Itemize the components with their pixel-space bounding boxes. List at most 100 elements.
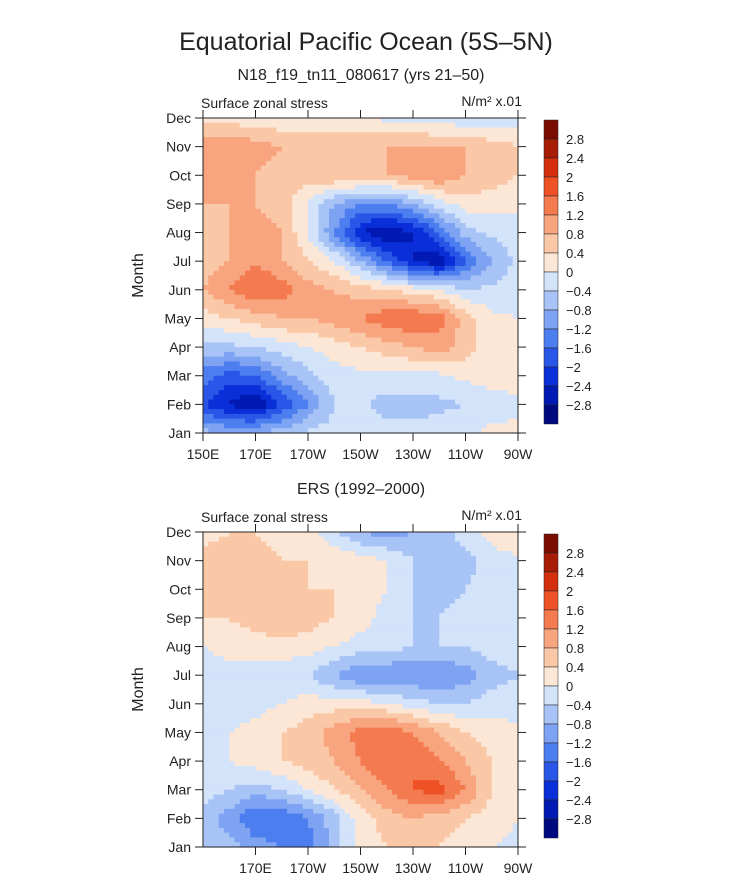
heatmap-cell	[313, 218, 320, 224]
heatmap-cell	[428, 180, 435, 186]
heatmap-cell	[402, 246, 409, 253]
heatmap-cell	[318, 180, 325, 186]
heatmap-cell	[355, 390, 362, 396]
heatmap-cell	[486, 280, 493, 286]
heatmap-cell	[224, 256, 230, 262]
heatmap-cell	[407, 532, 414, 538]
heatmap-cell	[449, 351, 456, 358]
heatmap-cell	[470, 579, 477, 586]
heatmap-cell	[323, 570, 330, 576]
heatmap-cell	[350, 122, 356, 129]
heatmap-cell	[423, 165, 430, 172]
heatmap-cell	[465, 146, 472, 153]
heatmap-cell	[329, 361, 335, 367]
heatmap-cell	[297, 160, 304, 167]
heatmap-cell	[334, 366, 341, 372]
heatmap-cell	[497, 218, 503, 224]
heatmap-cell	[365, 579, 372, 586]
heatmap-cell	[365, 151, 372, 157]
heatmap-cell	[287, 194, 293, 200]
heatmap-cell	[276, 208, 283, 215]
heatmap-cell	[512, 598, 519, 605]
heatmap-cell	[481, 570, 488, 576]
heatmap-cell	[497, 356, 503, 363]
heatmap-cell	[491, 555, 498, 562]
heatmap-cell	[234, 565, 241, 571]
heatmap-cell	[302, 223, 309, 229]
heatmap-cell	[339, 541, 346, 547]
heatmap-cell	[255, 242, 262, 248]
heatmap-cell	[392, 232, 398, 238]
heatmap-cell	[255, 280, 262, 286]
heatmap-cell	[266, 141, 272, 148]
heatmap-cell	[402, 308, 409, 315]
heatmap-cell	[329, 546, 335, 552]
heatmap-cell	[470, 184, 477, 191]
heatmap-cell	[470, 141, 477, 148]
heatmap-cell	[413, 565, 419, 571]
heatmap-cell	[381, 146, 388, 153]
heatmap-cell	[334, 184, 341, 191]
heatmap-cell	[260, 280, 267, 286]
heatmap-cell	[239, 165, 246, 172]
heatmap-cell	[208, 404, 215, 410]
heatmap-cell	[497, 118, 503, 124]
heatmap-cell	[271, 532, 278, 538]
heatmap-cell	[323, 137, 330, 143]
heatmap-cell	[203, 603, 209, 609]
heatmap-cell	[418, 304, 425, 310]
heatmap-cell	[224, 380, 230, 386]
heatmap-cell	[449, 361, 456, 367]
heatmap-cell	[381, 603, 388, 609]
heatmap-cell	[271, 275, 278, 281]
heatmap-cell	[512, 118, 519, 124]
heatmap-cell	[339, 366, 346, 372]
heatmap-cell	[413, 351, 419, 358]
heatmap-cell	[355, 541, 362, 547]
heatmap-cell	[502, 347, 509, 353]
heatmap-cell	[418, 299, 425, 305]
heatmap-cell	[297, 574, 304, 581]
heatmap-cell	[486, 151, 493, 157]
heatmap-cell	[281, 598, 288, 605]
heatmap-cell	[428, 189, 435, 195]
heatmap-cell	[470, 294, 477, 300]
heatmap-cell	[360, 347, 367, 353]
heatmap-cell	[491, 390, 498, 396]
heatmap-cell	[213, 555, 220, 562]
heatmap-cell	[339, 332, 346, 339]
heatmap-cell	[302, 218, 309, 224]
heatmap-cell	[502, 337, 509, 343]
heatmap-cell	[376, 304, 383, 310]
heatmap-cell	[266, 589, 272, 595]
heatmap-cell	[218, 328, 225, 334]
heatmap-cell	[465, 294, 472, 300]
heatmap-cell	[465, 156, 472, 162]
heatmap-cell	[329, 394, 335, 401]
heatmap-cell	[350, 413, 356, 420]
heatmap-cell	[423, 313, 430, 320]
heatmap-cell	[360, 237, 367, 243]
heatmap-cell	[203, 275, 209, 281]
heatmap-cell	[418, 565, 425, 571]
heatmap-cell	[344, 385, 351, 391]
heatmap-cell	[397, 175, 404, 181]
heatmap-cell	[455, 428, 461, 434]
heatmap-cell	[486, 594, 493, 600]
heatmap-cell	[250, 366, 257, 372]
heatmap-cell	[371, 137, 377, 143]
heatmap-cell	[355, 218, 362, 224]
heatmap-cell	[344, 574, 351, 581]
heatmap-cell	[360, 370, 367, 377]
heatmap-cell	[507, 308, 514, 315]
heatmap-cell	[434, 546, 440, 552]
heatmap-cell	[245, 423, 251, 429]
heatmap-cell	[434, 570, 440, 576]
heatmap-cell	[323, 404, 330, 410]
heatmap-cell	[344, 565, 351, 571]
heatmap-cell	[392, 223, 398, 229]
heatmap-cell	[302, 232, 309, 238]
heatmap-cell	[470, 246, 477, 253]
heatmap-cell	[292, 541, 299, 547]
heatmap-cell	[491, 122, 498, 129]
